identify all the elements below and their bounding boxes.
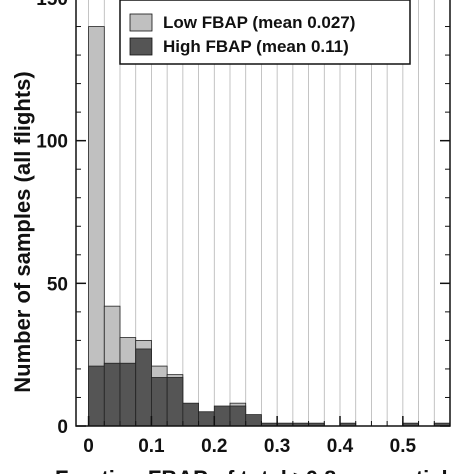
plot-frame <box>75 0 451 427</box>
y-tick-label: 100 <box>36 132 68 153</box>
x-tick-label: 0.1 <box>138 436 165 457</box>
bar-high-fbap <box>103 362 121 427</box>
bar-high-fbap <box>88 365 105 427</box>
legend-swatch-high-fbap <box>129 37 153 56</box>
axis-ticks <box>76 26 451 427</box>
x-tick-label: 0.4 <box>327 436 354 457</box>
legend-label-low-fbap: Low FBAP (mean 0.027) <box>163 13 355 32</box>
bar-high-fbap <box>182 402 199 427</box>
legend: Low FBAP (mean 0.027) High FBAP (mean 0.… <box>119 0 411 65</box>
y-tick-label: 50 <box>47 274 68 295</box>
plot-border <box>75 0 451 427</box>
y-axis-title: Number of samples (all flights) <box>10 71 35 393</box>
legend-label-high-fbap: High FBAP (mean 0.11) <box>163 37 349 56</box>
bar-high-fbap <box>229 405 247 427</box>
legend-swatch-low-fbap <box>129 13 153 32</box>
x-tick-labels: 0 0.1 0.2 0.3 0.4 0.5 <box>83 436 416 457</box>
bar-high-fbap <box>119 362 137 427</box>
x-axis-title: Fraction FBAP of total >0.8 μm particles <box>55 466 472 474</box>
x-tick-label: 0.2 <box>201 436 227 457</box>
y-tick-label: 0 <box>57 417 68 438</box>
legend-box <box>119 0 411 65</box>
bar-high-fbap <box>198 411 215 427</box>
y-tick-label: 150 <box>36 0 68 10</box>
grid-lines <box>88 0 451 426</box>
bar-high-fbap <box>151 377 168 427</box>
x-tick-label: 0.3 <box>264 436 290 457</box>
x-tick-label: 0 <box>83 436 94 457</box>
x-tick-label: 0.5 <box>390 436 417 457</box>
bar-high-fbap <box>166 377 184 427</box>
bar-high-fbap <box>213 405 231 427</box>
high-fbap-bars <box>88 348 451 427</box>
bar-high-fbap <box>135 348 152 427</box>
bar-high-fbap <box>245 414 262 427</box>
y-tick-labels: 0 50 100 150 <box>36 0 68 438</box>
